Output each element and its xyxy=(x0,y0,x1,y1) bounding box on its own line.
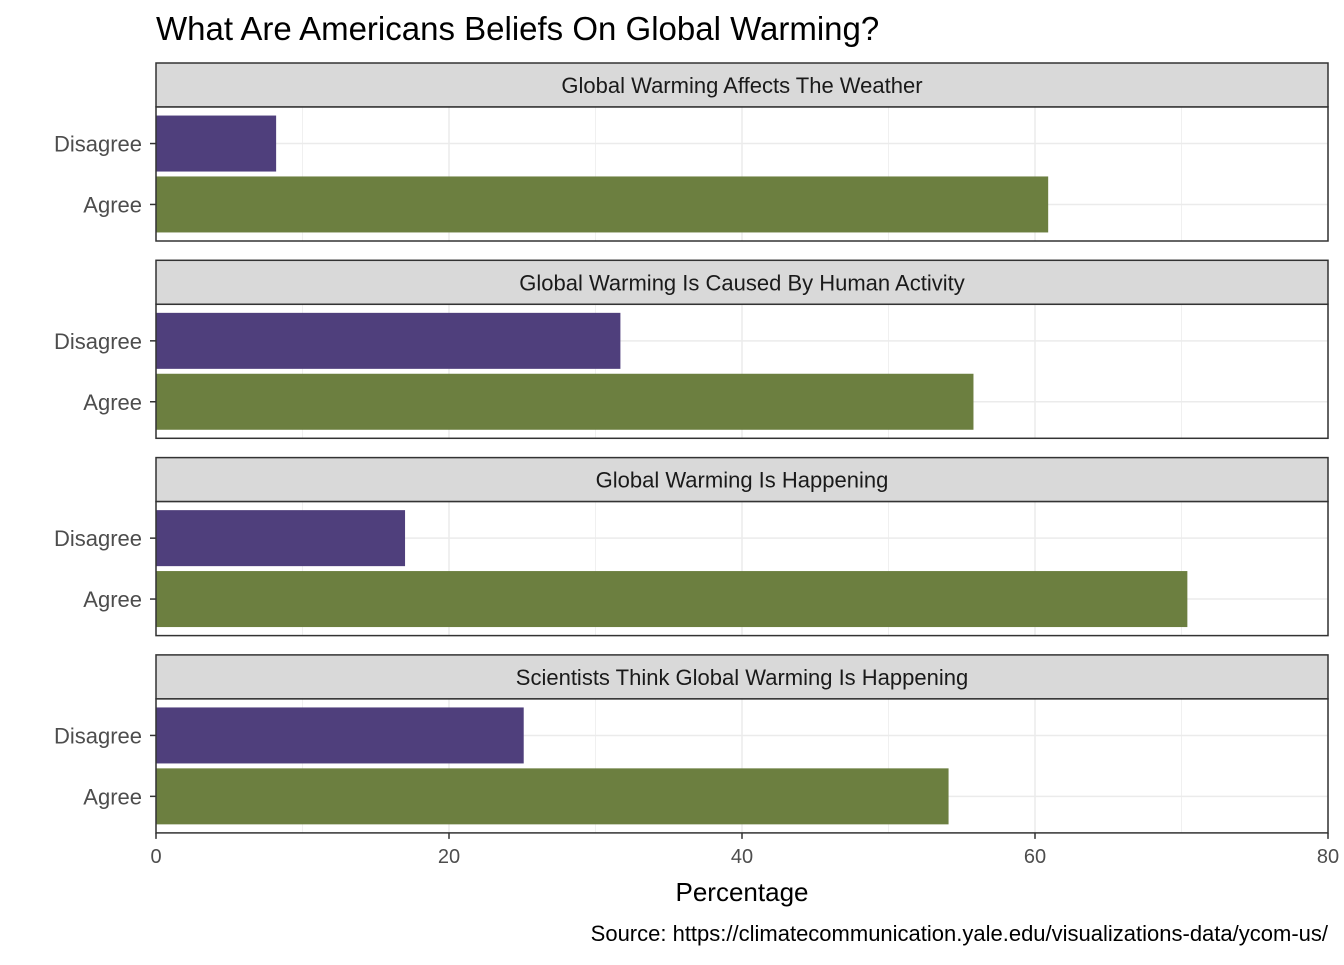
bar-disagree xyxy=(156,510,406,567)
x-tick-label: 40 xyxy=(731,846,753,868)
x-tick-label: 20 xyxy=(438,846,460,868)
category-label: Disagree xyxy=(54,132,142,157)
category-label: Agree xyxy=(83,587,142,612)
bar-agree xyxy=(156,768,949,825)
category-label: Disagree xyxy=(54,723,142,748)
category-label: Agree xyxy=(83,390,142,415)
facet-strip xyxy=(155,654,1329,700)
panel-border xyxy=(155,500,1329,637)
source-caption: Source: https://climatecommunication.yal… xyxy=(591,921,1329,946)
x-tick-label: 60 xyxy=(1024,846,1046,868)
x-tick-label: 80 xyxy=(1317,846,1339,868)
facet-panel: Scientists Think Global Warming Is Happe… xyxy=(54,654,1329,834)
bar-disagree xyxy=(156,115,277,172)
facet-panel: Global Warming Affects The Weather Disagr… xyxy=(54,62,1329,242)
bar-agree xyxy=(156,373,974,430)
facet-strip xyxy=(155,259,1329,306)
facet-strip xyxy=(155,62,1329,108)
category-label: Disagree xyxy=(54,329,142,354)
category-label: Agree xyxy=(83,192,142,217)
panels: Global Warming Affects The Weather Disagr… xyxy=(54,62,1329,834)
category-label: Disagree xyxy=(54,526,142,551)
category-label: Agree xyxy=(83,784,142,809)
bar-agree xyxy=(156,571,1188,628)
x-axis-title: Percentage xyxy=(676,877,809,907)
facet-strip-label: Global Warming Is Caused By Human Activi… xyxy=(519,270,964,295)
facet-panel: Global Warming Is Happening Disagree Agree xyxy=(54,456,1329,637)
panel-border xyxy=(155,106,1329,242)
panel-border xyxy=(155,303,1329,440)
facet-strip xyxy=(155,456,1329,503)
bar-disagree xyxy=(156,312,621,369)
facet-panel: Global Warming Is Caused By Human Activi… xyxy=(54,259,1329,440)
bar-disagree xyxy=(156,707,524,764)
chart-title: What Are Americans Beliefs On Global War… xyxy=(156,10,879,47)
facet-strip-label: Scientists Think Global Warming Is Happe… xyxy=(516,665,968,690)
facet-strip-label: Global Warming Is Happening xyxy=(596,468,889,493)
bar-agree xyxy=(156,176,1049,233)
x-tick-label: 0 xyxy=(150,846,161,868)
x-axis: 0 20 40 60 80 xyxy=(150,832,1339,868)
facet-strip-label: Global Warming Affects The Weather xyxy=(561,73,922,98)
